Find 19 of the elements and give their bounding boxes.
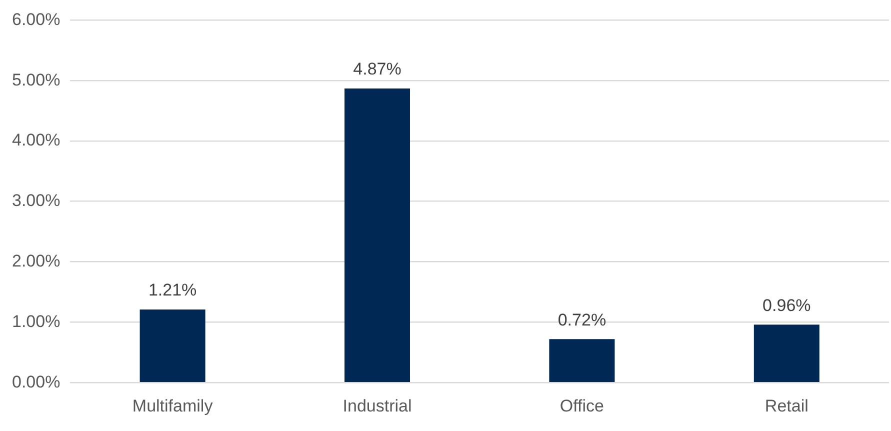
bar <box>344 88 410 382</box>
x-tick-label: Office <box>560 396 604 416</box>
bar <box>549 339 615 382</box>
data-label: 0.96% <box>762 296 811 315</box>
bar <box>754 324 820 382</box>
y-tick-label: 6.00% <box>12 10 60 29</box>
data-label: 0.72% <box>558 310 606 330</box>
y-tick-label: 2.00% <box>12 251 60 270</box>
x-tick-label: Retail <box>764 396 808 416</box>
x-tick-label: Multifamily <box>132 396 214 416</box>
bar <box>140 310 206 382</box>
data-label: 4.87% <box>353 60 402 79</box>
y-tick-label: 3.00% <box>12 191 60 210</box>
y-tick-label: 4.00% <box>12 130 60 150</box>
y-tick-label: 0.00% <box>12 372 60 392</box>
data-label: 1.21% <box>148 280 197 300</box>
x-tick-label: Industrial <box>342 396 412 416</box>
y-tick-label: 5.00% <box>12 70 60 90</box>
y-tick-label: 1.00% <box>12 312 60 331</box>
